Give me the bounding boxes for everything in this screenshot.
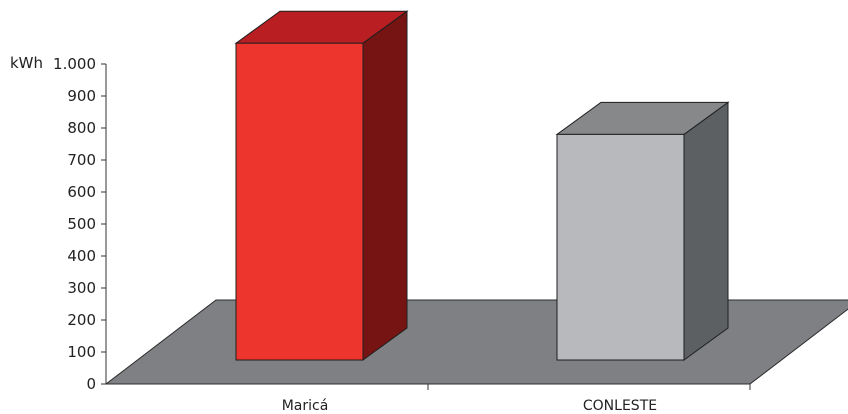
bar-side-face	[683, 101, 729, 361]
bar-front-face	[235, 42, 364, 361]
y-tick-label: 0	[86, 375, 96, 393]
y-tick-label: 500	[67, 215, 96, 233]
chart-floor-layer	[104, 299, 848, 385]
bar-front-face	[556, 133, 685, 361]
y-tick-label: 300	[67, 279, 96, 297]
bar	[234, 10, 409, 361]
y-tick-label: 800	[67, 119, 96, 137]
bar-side-face	[362, 10, 408, 361]
y-axis: 0 100 200 300 400 500 600 700 800 900 1.000 Maricá C…	[53, 55, 751, 414]
y-tick-label: 900	[67, 87, 96, 105]
bars-layer	[234, 10, 730, 361]
x-category-label: CONLESTE	[583, 398, 657, 414]
bar	[555, 101, 730, 361]
y-tick-label: 600	[67, 183, 96, 201]
y-tick-label: 700	[67, 151, 96, 169]
y-tick-label: 1.000	[53, 55, 96, 73]
y-tick-label: 200	[67, 311, 96, 329]
chart-floor	[104, 299, 848, 385]
x-category-label: Maricá	[282, 398, 329, 414]
y-tick-label: 400	[67, 247, 96, 265]
y-axis-unit-label: kWh	[10, 54, 43, 72]
y-tick-label: 100	[67, 343, 96, 361]
